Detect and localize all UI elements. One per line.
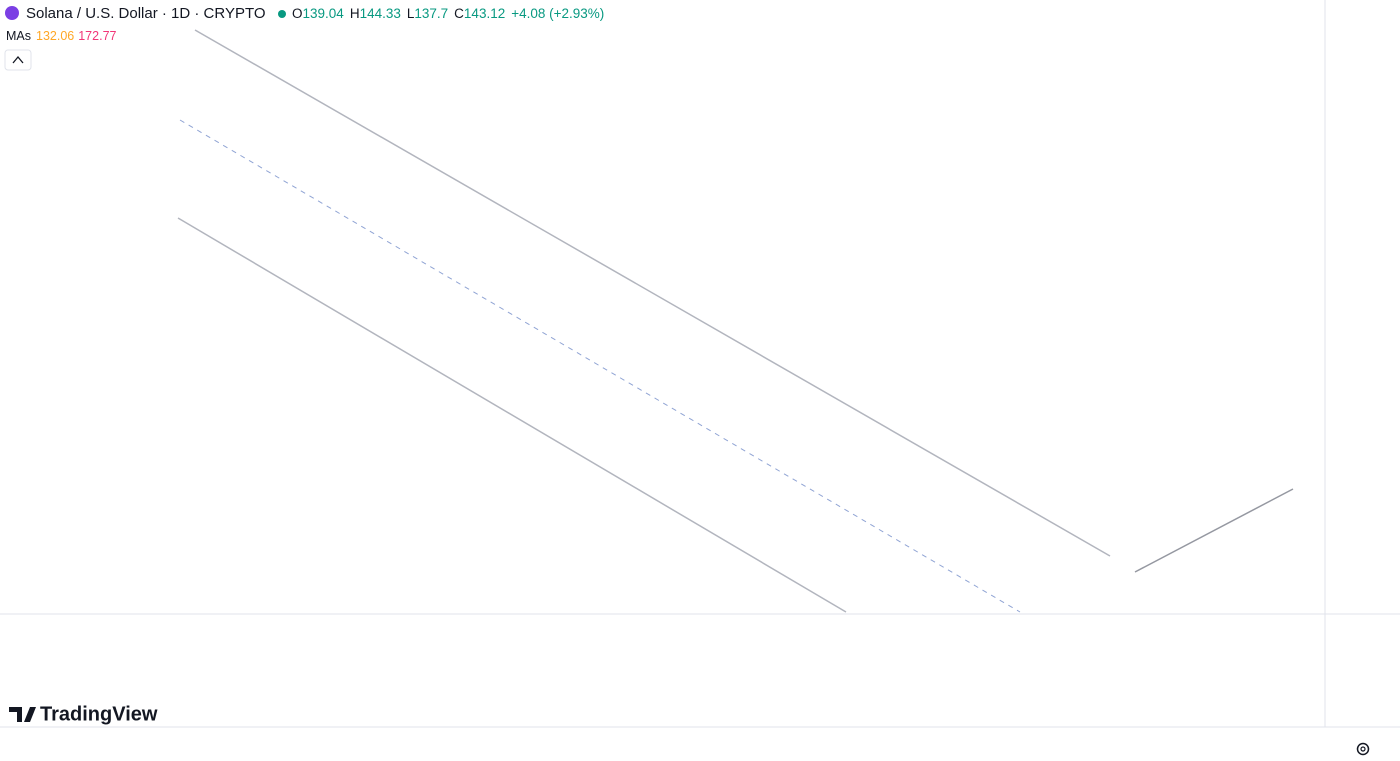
ohlc-value: 143.12 (464, 6, 505, 21)
collapse-icon (12, 55, 24, 64)
settings-icon[interactable] (1356, 742, 1370, 756)
logo-text: TradingView (40, 703, 158, 725)
channel-lines (177, 29, 1294, 613)
ohlc-key: H (350, 6, 360, 21)
ma-legend-value: 132.06 (36, 29, 74, 43)
channel-lower (177, 217, 847, 613)
header: Solana / U.S. Dollar · 1D · CRYPTO O139.… (4, 5, 604, 71)
trendline (1134, 488, 1294, 573)
ohlc-value: 139.04 (303, 6, 345, 21)
collapse-button[interactable] (4, 49, 32, 71)
price-axis-bg (1325, 0, 1400, 727)
symbol-title: Solana / U.S. Dollar · 1D · CRYPTO (26, 5, 266, 22)
ohlc-key: O (292, 6, 303, 21)
symbol-icon (5, 6, 19, 20)
logo-mark (9, 707, 36, 722)
ma-legend: MAs 132.06 172.77 (6, 29, 117, 43)
ohlc: O139.04 H144.33 L137.7 C143.12 +4.08 (+2.93%… (292, 6, 604, 21)
ohlc-key: L (407, 6, 415, 21)
ohlc-value: 144.33 (360, 6, 401, 21)
ohlc-value: 137.7 (414, 6, 448, 21)
channel-mid (179, 119, 1021, 613)
settings-icon-core (1360, 746, 1366, 752)
ma-legend-value: 172.77 (78, 29, 116, 43)
ohlc-key: C (454, 6, 464, 21)
change: +4.08 (+2.93%) (511, 6, 604, 21)
status-dot (278, 10, 286, 18)
logo: TradingView (9, 703, 158, 725)
settings[interactable] (1356, 742, 1370, 756)
channel-upper (194, 29, 1111, 557)
ma-legend-key: MAs (6, 29, 31, 43)
